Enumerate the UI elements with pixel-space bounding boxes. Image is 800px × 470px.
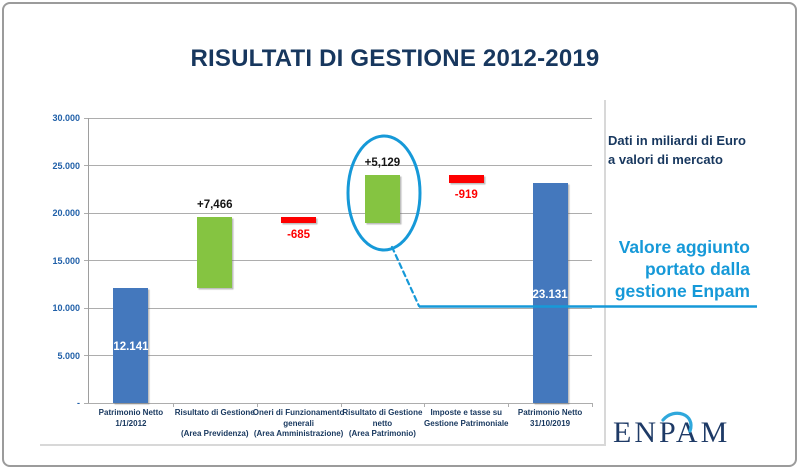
gridline — [89, 260, 592, 261]
bar-increase-3 — [364, 174, 400, 224]
x-axis-tick-1 — [256, 403, 258, 407]
callout-line2: portato dalla — [644, 259, 750, 279]
gridline — [89, 355, 592, 356]
x-axis-tick-0 — [172, 403, 174, 407]
enpam-logo-text: ENPAM — [613, 416, 731, 449]
y-axis-tick — [84, 212, 89, 214]
x-axis-category-label-0: Patrimonio Netto 1/1/2012 — [98, 408, 164, 428]
bar-value-label-4: -919 — [454, 189, 478, 202]
page-title: RISULTATI DI GESTIONE 2012-2019 — [190, 45, 600, 72]
callout-line3: gestione Enpam — [614, 281, 750, 301]
gridline — [89, 165, 592, 166]
y-axis-tick-label: 25.000 — [52, 160, 80, 171]
bar-total-0 — [113, 287, 149, 403]
bar-value-label-3: +5,129 — [364, 156, 401, 169]
x-axis-tick-2 — [340, 403, 342, 407]
x-axis-tick-3 — [424, 403, 426, 407]
bar-increase-1 — [197, 216, 233, 288]
x-axis-category-label-1: Risultato di Gestione (Area Previdenza) — [174, 408, 255, 438]
x-axis-category-label-5: Patrimonio Netto 31/10/2019 — [517, 408, 583, 428]
gridline — [89, 307, 592, 309]
y-axis-tick — [84, 165, 89, 166]
x-axis-tick-4 — [508, 403, 510, 407]
enpam-logo: ENPAM — [613, 418, 730, 448]
x-axis-category-label-2: Oneri di Funzionamento generali (Area Am… — [252, 408, 345, 438]
y-axis-tick-label: - — [77, 398, 80, 408]
y-axis-tick — [84, 355, 89, 356]
y-axis-tick — [84, 402, 89, 404]
y-axis-tick — [84, 260, 89, 261]
callout-text: Valore aggiunto portato dalla gestione E… — [588, 236, 750, 302]
x-axis-tick-5 — [592, 403, 593, 407]
y-axis-tick-label: 15.000 — [52, 255, 80, 266]
units-note-line2: a valori di mercato — [608, 152, 723, 167]
bar-value-label-1: +7,466 — [197, 198, 233, 211]
units-note-line1: Dati in miliardi di Euro — [608, 133, 746, 148]
y-axis-tick — [84, 307, 89, 309]
bar-value-label-2: -685 — [287, 229, 311, 242]
y-axis-tick-label: 20.000 — [52, 208, 80, 218]
gridline — [89, 117, 592, 119]
x-axis-category-label-3: Risultato di Gestione netto (Area Patrim… — [342, 408, 423, 438]
y-axis-line — [88, 118, 89, 403]
gridline — [89, 212, 592, 214]
bar-value-label-0: 12.141 — [113, 341, 149, 354]
bar-decrease-4 — [448, 174, 484, 184]
y-axis-tick — [84, 117, 89, 119]
units-note: Dati in miliardi di Euro a valori di mer… — [608, 131, 746, 169]
bar-total-5 — [532, 183, 568, 403]
bar-decrease-2 — [281, 216, 317, 224]
x-axis-category-label-4: Imposte e tasse su Gestione Patrimoniale — [424, 408, 509, 428]
chart-frame — [40, 100, 606, 446]
y-axis-tick-label: 30.000 — [52, 113, 80, 123]
y-axis-tick-label: 5.000 — [57, 350, 80, 361]
y-axis-tick-label: 10.000 — [52, 303, 80, 313]
callout-line1: Valore aggiunto — [618, 237, 750, 257]
bar-value-label-5: 23.131 — [532, 289, 568, 302]
